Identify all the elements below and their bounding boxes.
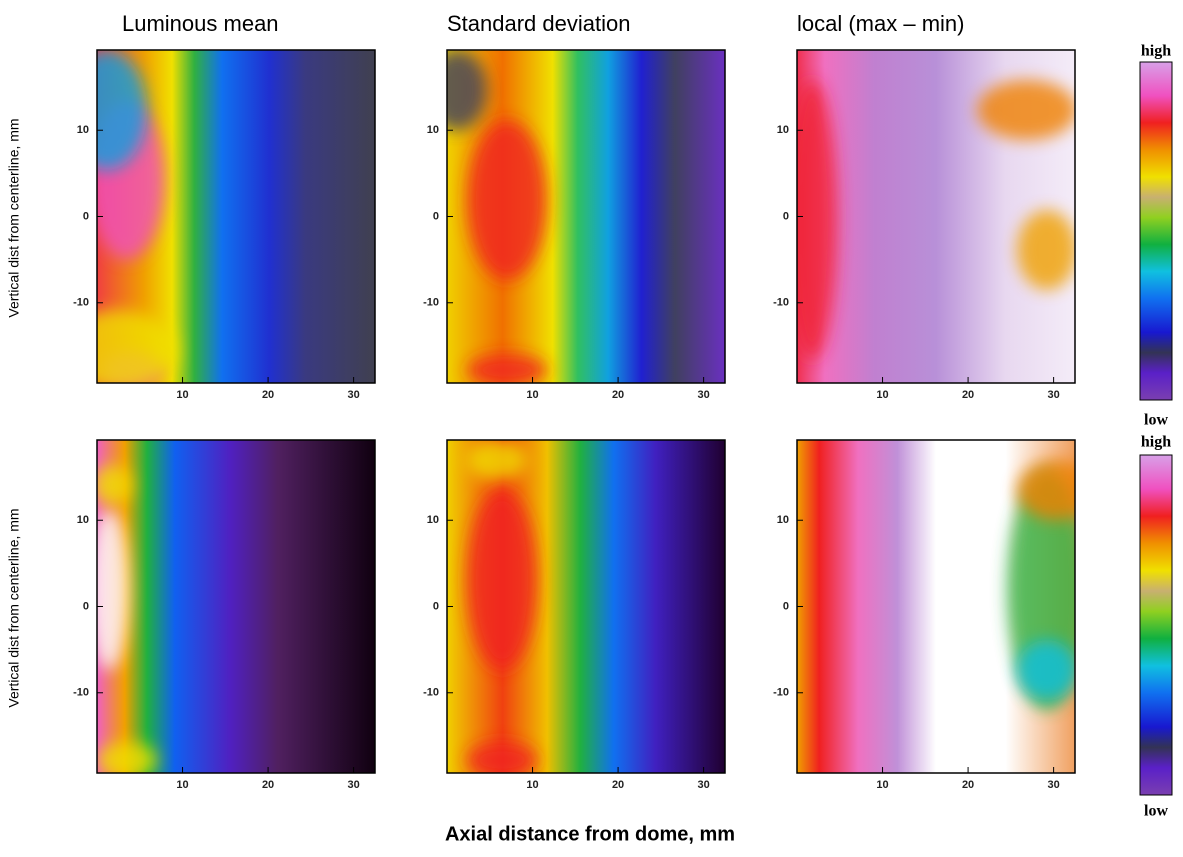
y-axis-label: Vertical dist from centerline, mm	[6, 118, 22, 317]
x-tick-label: 10	[176, 389, 188, 401]
heatmap-spot	[57, 310, 177, 390]
y-tick-label: 10	[777, 124, 789, 136]
y-tick-label: -10	[73, 297, 89, 309]
heatmap	[787, 50, 1077, 383]
heatmap	[447, 440, 725, 778]
x-tick-label: 30	[697, 389, 709, 401]
x-tick-label: 10	[526, 779, 538, 791]
x-tick-label: 20	[962, 389, 974, 401]
x-tick-label: 30	[347, 389, 359, 401]
y-tick-label: -10	[773, 297, 789, 309]
colorbar	[1140, 62, 1172, 400]
x-tick-label: 20	[612, 779, 624, 791]
panel-title: Standard deviation	[447, 11, 630, 36]
y-axis-label: Vertical dist from centerline, mm	[6, 508, 22, 707]
y-tick-label: 0	[783, 210, 789, 222]
x-tick-label: 20	[612, 389, 624, 401]
x-tick-label: 20	[962, 779, 974, 791]
x-axis-label: Axial distance from dome, mm	[445, 823, 735, 845]
colorbar-high: high	[1141, 43, 1171, 60]
heatmap-spot	[1017, 640, 1077, 700]
x-tick-label: 30	[1047, 389, 1059, 401]
y-tick-label: -10	[423, 687, 439, 699]
heatmap-spot	[467, 490, 537, 670]
heatmap-spot	[467, 440, 527, 480]
x-tick-label: 10	[876, 779, 888, 791]
colorbar-high: high	[1141, 434, 1171, 451]
y-tick-label: 0	[433, 600, 439, 612]
x-tick-label: 20	[262, 389, 274, 401]
x-tick-label: 30	[347, 779, 359, 791]
x-tick-label: 30	[697, 779, 709, 791]
colorbar-low: low	[1144, 412, 1168, 429]
heatmap-spot	[787, 80, 837, 360]
y-tick-label: 0	[83, 210, 89, 222]
heatmap-spot	[467, 120, 547, 280]
y-tick-label: -10	[423, 297, 439, 309]
figure: Luminous mean Standard deviation local (…	[0, 0, 1183, 852]
colorbar	[1140, 455, 1172, 795]
heatmap-spot	[467, 354, 547, 386]
heatmap	[427, 50, 725, 386]
heatmap-spot	[67, 50, 147, 170]
heatmap-spot	[1017, 210, 1077, 290]
x-tick-label: 10	[876, 389, 888, 401]
x-tick-label: 10	[526, 389, 538, 401]
y-tick-label: 10	[77, 124, 89, 136]
heatmap-spot	[89, 510, 129, 670]
y-tick-label: 10	[77, 514, 89, 526]
y-tick-label: 10	[777, 514, 789, 526]
heatmap	[89, 440, 375, 778]
x-tick-label: 20	[262, 779, 274, 791]
heatmap	[797, 440, 1097, 773]
y-tick-label: 10	[427, 514, 439, 526]
x-tick-label: 30	[1047, 779, 1059, 791]
y-tick-label: 0	[83, 600, 89, 612]
panel-title: local (max – min)	[797, 11, 964, 36]
heatmap	[57, 50, 375, 390]
y-tick-label: -10	[73, 687, 89, 699]
y-tick-label: 10	[427, 124, 439, 136]
heatmap-spot	[92, 465, 132, 505]
heatmap-field	[97, 440, 375, 773]
heatmap-spot	[1017, 460, 1097, 520]
heatmap-spot	[427, 50, 487, 130]
y-tick-label: 0	[433, 210, 439, 222]
panel-title: Luminous mean	[122, 11, 279, 36]
x-tick-label: 10	[176, 779, 188, 791]
y-tick-label: -10	[773, 687, 789, 699]
colorbar-low: low	[1144, 803, 1168, 820]
y-tick-label: 0	[783, 600, 789, 612]
heatmap-spot	[977, 80, 1077, 140]
